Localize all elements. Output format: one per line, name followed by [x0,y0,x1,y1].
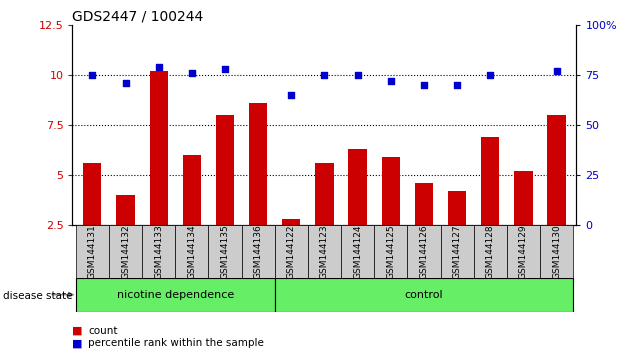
FancyBboxPatch shape [275,278,573,312]
Bar [481,137,500,225]
Point [419,82,429,88]
Text: nicotine dependence: nicotine dependence [117,290,234,300]
Text: GSM144134: GSM144134 [187,224,197,279]
Bar [382,157,400,225]
Point [120,80,130,86]
FancyBboxPatch shape [241,225,275,278]
Text: disease state: disease state [3,291,72,301]
Point [186,70,197,76]
Text: GDS2447 / 100244: GDS2447 / 100244 [72,10,203,24]
FancyBboxPatch shape [175,225,209,278]
Bar [448,191,466,225]
FancyBboxPatch shape [341,225,374,278]
Point [319,72,329,78]
Bar [149,71,168,225]
Bar [415,183,433,225]
FancyBboxPatch shape [540,225,573,278]
Point [353,72,363,78]
Point [286,92,296,98]
Text: count: count [88,326,118,336]
Text: GSM144132: GSM144132 [121,224,130,279]
Text: GSM144131: GSM144131 [88,224,97,279]
Point [485,72,495,78]
Bar [183,155,201,225]
FancyBboxPatch shape [474,225,507,278]
Text: GSM144129: GSM144129 [519,224,528,279]
Text: GSM144136: GSM144136 [254,224,263,279]
Point [551,68,561,74]
FancyBboxPatch shape [440,225,474,278]
FancyBboxPatch shape [374,225,408,278]
FancyBboxPatch shape [142,225,175,278]
Text: GSM144133: GSM144133 [154,224,163,279]
Text: GSM144122: GSM144122 [287,224,296,279]
Text: GSM144126: GSM144126 [420,224,428,279]
Bar [282,219,301,225]
Point [452,82,462,88]
Text: GSM144130: GSM144130 [552,224,561,279]
Text: GSM144135: GSM144135 [220,224,229,279]
Point [220,66,230,72]
Text: GSM144124: GSM144124 [353,224,362,279]
FancyBboxPatch shape [507,225,540,278]
FancyBboxPatch shape [76,225,109,278]
Point [88,72,98,78]
Text: percentile rank within the sample: percentile rank within the sample [88,338,264,348]
Point [154,64,164,70]
Bar [348,149,367,225]
Text: control: control [404,290,444,300]
Bar [547,115,566,225]
FancyBboxPatch shape [308,225,341,278]
Bar [249,103,267,225]
FancyBboxPatch shape [76,278,275,312]
Bar [316,163,333,225]
Text: ■: ■ [72,338,83,348]
FancyBboxPatch shape [275,225,308,278]
Bar [117,195,135,225]
Text: GSM144125: GSM144125 [386,224,395,279]
Bar [216,115,234,225]
FancyBboxPatch shape [408,225,440,278]
Text: GSM144127: GSM144127 [452,224,462,279]
Text: ■: ■ [72,326,83,336]
FancyBboxPatch shape [109,225,142,278]
Text: GSM144123: GSM144123 [320,224,329,279]
Text: GSM144128: GSM144128 [486,224,495,279]
Bar [83,163,101,225]
Point [386,78,396,84]
Bar [514,171,532,225]
FancyBboxPatch shape [209,225,241,278]
